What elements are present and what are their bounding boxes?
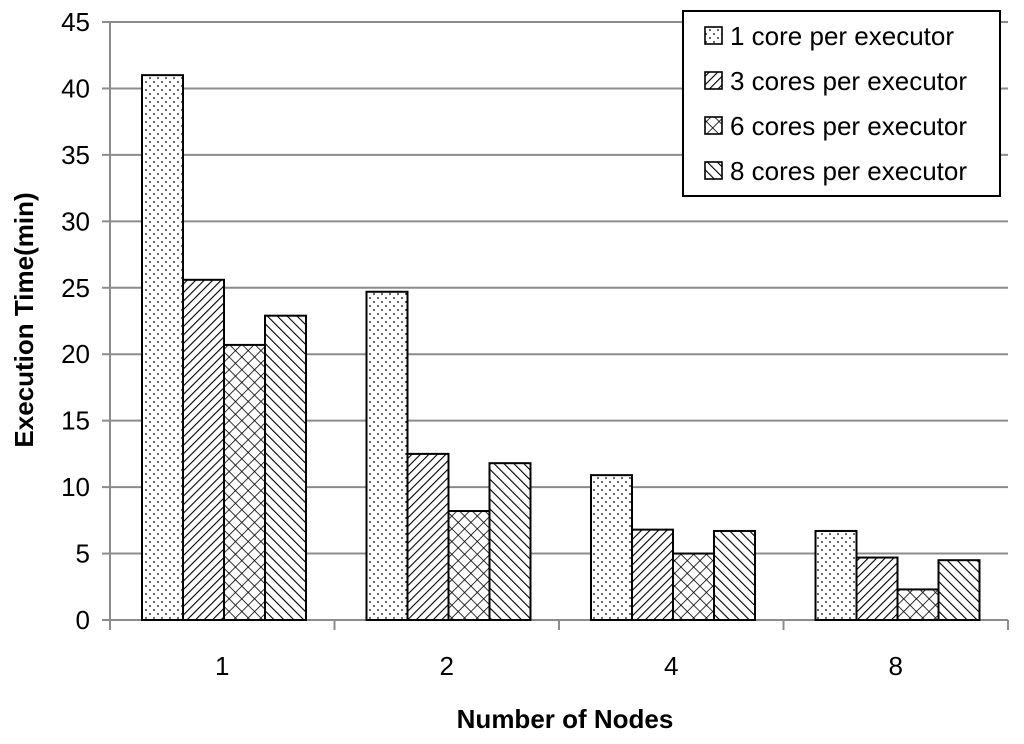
bar-1-8 — [814, 529, 858, 621]
y-tick-label: 35 — [61, 140, 90, 170]
tick-labels: 0 5 10 15 20 25 30 35 40 45 1 2 4 8 — [61, 7, 903, 681]
x-tick-label: 4 — [664, 651, 678, 681]
bar-4-2 — [488, 462, 532, 621]
bar-4-1 — [264, 314, 307, 621]
legend: 1 core per executor 3 cores per executor 6… — [682, 10, 1001, 197]
y-tick-label: 25 — [61, 273, 90, 303]
bar-2-2 — [406, 452, 450, 621]
bar-2-4 — [631, 528, 674, 621]
bar-4-8 — [937, 559, 981, 622]
x-tick-label: 2 — [440, 651, 454, 681]
bar-3-2 — [447, 510, 491, 621]
y-tick-label: 45 — [61, 7, 90, 37]
legend-swatch-2 — [704, 71, 723, 90]
y-tick-label: 10 — [61, 472, 90, 502]
x-axis-title: Number of Nodes — [457, 704, 674, 734]
bar-3-4 — [672, 552, 715, 621]
legend-box — [682, 10, 1001, 197]
x-tick-label: 1 — [215, 651, 229, 681]
legend-label-2: 3 cores per executor — [730, 66, 967, 96]
legend-swatch-3 — [704, 116, 723, 135]
bar-1-2 — [365, 290, 409, 621]
y-tick-label: 40 — [61, 73, 90, 103]
bar-2-1 — [182, 278, 225, 621]
y-tick-label: 30 — [61, 206, 90, 236]
x-tick-label: 8 — [889, 651, 903, 681]
legend-swatch-4 — [704, 161, 723, 180]
legend-swatch-1 — [704, 26, 723, 45]
bar-1-4 — [590, 474, 633, 622]
y-tick-label: 5 — [76, 539, 90, 569]
y-tick-label: 0 — [76, 605, 90, 635]
y-tick-label: 20 — [61, 339, 90, 369]
bar-3-1 — [223, 343, 266, 621]
bar-4-4 — [713, 529, 756, 621]
bars — [141, 74, 981, 622]
bar-3-8 — [896, 588, 940, 621]
bar-1-1 — [141, 74, 184, 621]
y-tick-label: 15 — [61, 406, 90, 436]
legend-label-4: 8 cores per executor — [730, 156, 967, 186]
y-axis-title: Execution Time(min) — [9, 192, 39, 447]
legend-label-3: 6 cores per executor — [730, 111, 967, 141]
legend-label-1: 1 core per executor — [730, 21, 954, 51]
bar-2-8 — [855, 556, 899, 622]
